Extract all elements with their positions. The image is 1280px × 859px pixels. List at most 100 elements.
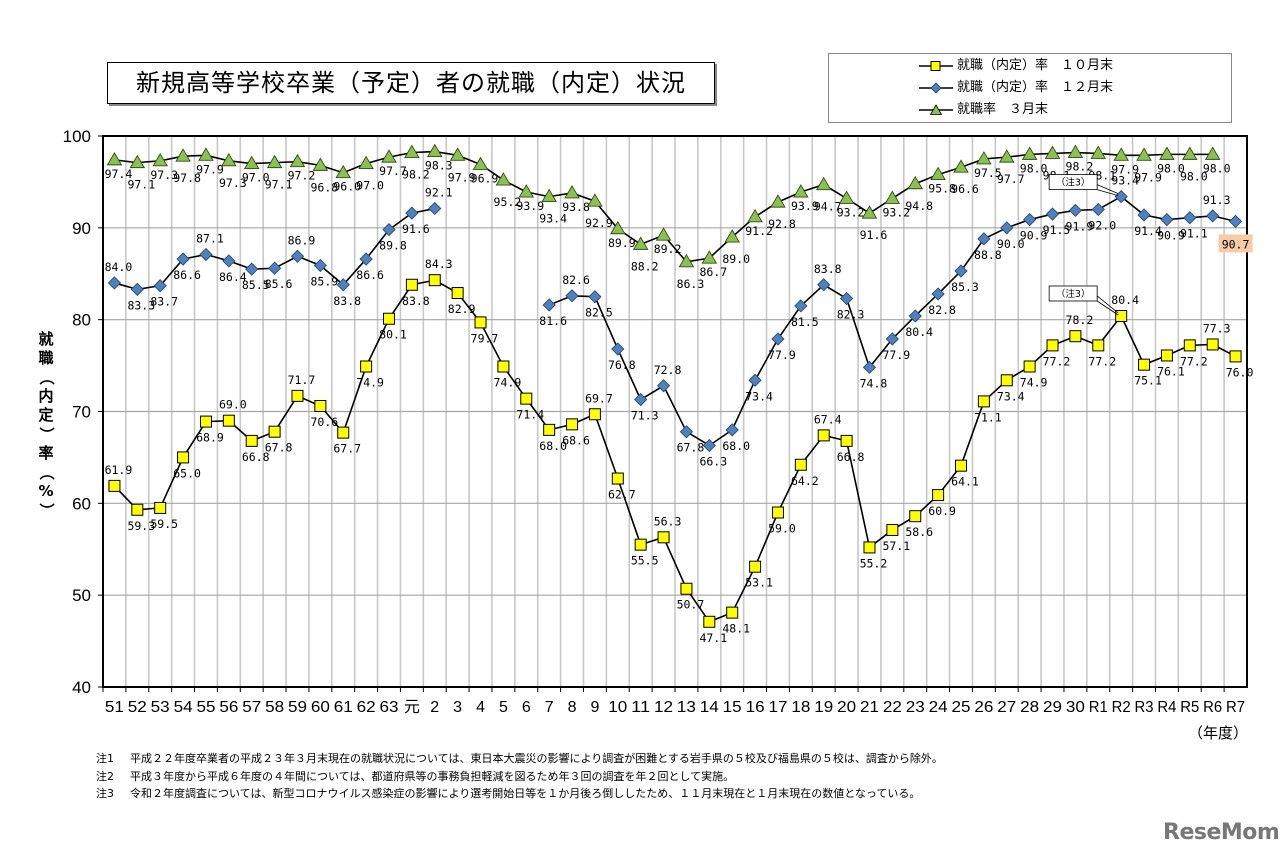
svg-text:90.9: 90.9 <box>1157 229 1185 243</box>
svg-text:97.1: 97.1 <box>127 178 155 192</box>
svg-text:98.0: 98.0 <box>1020 161 1048 175</box>
footnotes: 注1 平成２２年度卒業者の平成２３年３月末現在の就職状況については、東日本大震災の… <box>96 750 943 803</box>
svg-text:55.2: 55.2 <box>860 556 888 570</box>
legend-label: 就職（内定）率 １２月末 <box>957 80 1114 95</box>
legend-item-oct: 就職（内定）率 １０月末 <box>919 56 1113 76</box>
chart-legend: 就職（内定）率 １０月末 就職（内定）率 １２月末 就職率 ３月末 <box>828 53 1232 123</box>
svg-text:61.9: 61.9 <box>105 463 133 477</box>
svg-text:65.0: 65.0 <box>173 466 201 480</box>
svg-text:23: 23 <box>906 699 925 716</box>
svg-text:91.1: 91.1 <box>1180 227 1208 241</box>
svg-text:68.0: 68.0 <box>722 439 750 453</box>
chart-callouts: （注3） （注3） <box>1048 174 1119 316</box>
svg-text:69.0: 69.0 <box>219 398 247 412</box>
svg-text:77.2: 77.2 <box>1180 354 1208 368</box>
svg-text:91.2: 91.2 <box>745 224 773 238</box>
svg-text:84.0: 84.0 <box>105 260 133 274</box>
svg-text:9: 9 <box>590 699 599 716</box>
svg-text:26: 26 <box>974 699 993 716</box>
svg-text:63: 63 <box>380 699 399 716</box>
svg-text:R5: R5 <box>1180 699 1199 716</box>
svg-text:91.4: 91.4 <box>1134 224 1162 238</box>
svg-text:77.2: 77.2 <box>1043 354 1071 368</box>
svg-text:81.5: 81.5 <box>791 315 819 329</box>
svg-text:57.1: 57.1 <box>883 539 911 553</box>
svg-text:68.0: 68.0 <box>539 439 567 453</box>
svg-text:83.3: 83.3 <box>127 298 155 312</box>
diamond-marker-icon <box>919 82 953 94</box>
svg-text:89.9: 89.9 <box>608 236 636 250</box>
footnote-2: 注2 平成３年度から平成６年度の４年間については、都道府県等の事務負担軽減を図るた… <box>96 769 735 783</box>
svg-text:19: 19 <box>814 699 833 716</box>
svg-text:92.8: 92.8 <box>768 217 796 231</box>
svg-text:52: 52 <box>128 699 147 716</box>
svg-text:74.8: 74.8 <box>860 376 888 390</box>
svg-text:7: 7 <box>545 699 554 716</box>
legend-label: 就職（内定）率 １０月末 <box>957 58 1114 73</box>
chart-title: 新規高等学校卒業（予定）者の就職（内定）状況 <box>107 62 715 104</box>
svg-text:80.4: 80.4 <box>1111 293 1139 307</box>
svg-text:（注3）: （注3） <box>1056 288 1091 300</box>
legend-label: 就職率 ３月末 <box>957 102 1049 117</box>
watermark-logo: ReseMom <box>1163 820 1280 845</box>
svg-text:90.0: 90.0 <box>997 237 1025 251</box>
svg-text:66.3: 66.3 <box>699 454 727 468</box>
svg-text:86.6: 86.6 <box>356 268 384 282</box>
svg-text:93.8: 93.8 <box>562 200 590 214</box>
svg-text:17: 17 <box>768 699 787 716</box>
svg-text:R4: R4 <box>1157 699 1176 716</box>
svg-text:79.7: 79.7 <box>471 331 499 345</box>
svg-text:96.8: 96.8 <box>311 180 339 194</box>
svg-text:92.0: 92.0 <box>1088 218 1116 232</box>
svg-text:47.1: 47.1 <box>699 631 727 645</box>
svg-text:70: 70 <box>72 403 91 422</box>
svg-text:82.3: 82.3 <box>837 308 865 322</box>
svg-text:97.9: 97.9 <box>448 170 476 184</box>
legend-item-dec: 就職（内定）率 １２月末 <box>919 78 1113 98</box>
svg-text:77.2: 77.2 <box>1088 354 1116 368</box>
svg-text:86.3: 86.3 <box>677 277 705 291</box>
svg-text:67.4: 67.4 <box>814 412 842 426</box>
svg-text:51: 51 <box>105 699 124 716</box>
svg-text:98.0: 98.0 <box>1157 161 1185 175</box>
svg-text:86.6: 86.6 <box>173 268 201 282</box>
chart-series: 61.959.359.565.068.969.066.867.871.770.6… <box>105 143 1254 645</box>
svg-text:74.9: 74.9 <box>494 376 522 390</box>
svg-text:73.4: 73.4 <box>745 389 773 403</box>
svg-text:76.1: 76.1 <box>1157 364 1185 378</box>
svg-text:89.0: 89.0 <box>722 252 750 266</box>
svg-text:93.2: 93.2 <box>837 205 865 219</box>
svg-text:89.2: 89.2 <box>654 242 682 256</box>
svg-text:89.8: 89.8 <box>379 239 407 253</box>
svg-text:16: 16 <box>746 699 765 716</box>
svg-text:82.5: 82.5 <box>585 306 613 320</box>
svg-text:62.7: 62.7 <box>608 488 636 502</box>
svg-text:12: 12 <box>654 699 673 716</box>
svg-text:90: 90 <box>72 219 91 238</box>
svg-text:98.3: 98.3 <box>425 159 453 173</box>
svg-text:53.1: 53.1 <box>745 576 773 590</box>
series-oct: 61.959.359.565.068.969.066.867.871.770.6… <box>105 257 1254 645</box>
legend-item-mar: 就職率 ３月末 <box>919 100 1048 120</box>
svg-text:92.9: 92.9 <box>585 216 613 230</box>
svg-text:3: 3 <box>453 699 462 716</box>
svg-text:83.8: 83.8 <box>814 262 842 276</box>
svg-text:68.9: 68.9 <box>196 431 224 445</box>
svg-text:93.9: 93.9 <box>791 199 819 213</box>
svg-text:93.2: 93.2 <box>883 205 911 219</box>
triangle-marker-icon <box>919 104 953 115</box>
svg-text:88.2: 88.2 <box>631 259 659 273</box>
svg-text:83.8: 83.8 <box>333 294 361 308</box>
footnote-3: 注3 令和２年度調査については、新型コロナウイルス感染症の影響により選考開始日等を… <box>96 787 921 800</box>
svg-text:82.6: 82.6 <box>562 273 590 287</box>
svg-text:11: 11 <box>631 699 650 716</box>
svg-text:93.9: 93.9 <box>516 199 544 213</box>
svg-text:91.6: 91.6 <box>860 228 888 242</box>
svg-text:54: 54 <box>174 699 193 716</box>
svg-text:（注3）: （注3） <box>1056 177 1091 189</box>
svg-text:97.9: 97.9 <box>1134 170 1162 184</box>
svg-text:R1: R1 <box>1089 699 1108 716</box>
svg-text:98.0: 98.0 <box>1180 169 1208 183</box>
svg-text:61: 61 <box>334 699 353 716</box>
svg-text:71.4: 71.4 <box>516 408 544 422</box>
